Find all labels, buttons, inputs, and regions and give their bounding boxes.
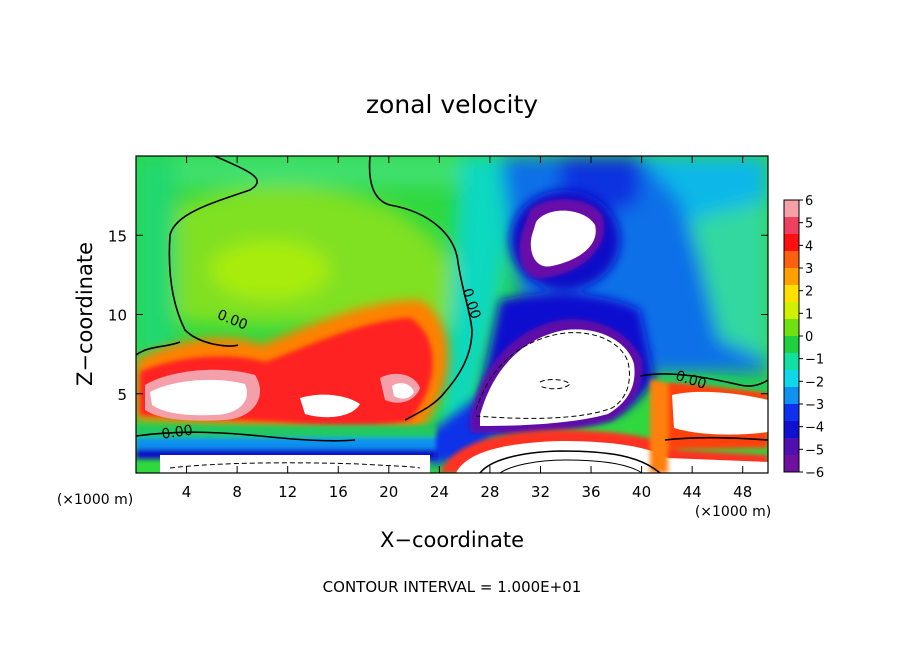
colorbar-tick-label: 3 <box>805 262 813 277</box>
colorbar-swatch <box>784 455 799 473</box>
contour-label: 0.00 <box>161 422 194 442</box>
colorbar-swatch <box>784 234 799 252</box>
colorbar-swatch <box>784 319 799 337</box>
colorbar-tick-label: −1 <box>805 353 824 368</box>
contour-interval-note: CONTOUR INTERVAL = 1.000E+01 <box>323 578 582 596</box>
x-tick-label: 44 <box>683 483 702 501</box>
colorbar-tick-label: 6 <box>805 194 813 209</box>
x-unit-left: (×1000 m) <box>57 492 133 508</box>
colorbar-swatch <box>784 268 799 286</box>
colorbar-swatch <box>784 285 799 303</box>
y-tick-label: 5 <box>117 386 127 404</box>
x-tick-label: 16 <box>329 483 348 501</box>
x-axis-ticks: 4 8 12 16 20 24 28 32 36 40 44 48 <box>182 156 752 501</box>
y-axis-ticks: 5 10 15 <box>108 227 768 404</box>
colorbar-swatch <box>784 387 799 405</box>
colorbar-tick-label: −4 <box>805 421 824 436</box>
colorbar-swatch <box>784 370 799 388</box>
colorbar-swatch <box>784 438 799 456</box>
x-tick-label: 40 <box>632 483 651 501</box>
colorbar-swatch <box>784 251 799 269</box>
y-tick-label: 10 <box>108 307 127 325</box>
x-tick-label: 24 <box>430 483 449 501</box>
colorbar-tick-label: 5 <box>805 217 813 232</box>
colorbar-tick-label: −5 <box>805 443 824 458</box>
x-tick-label: 48 <box>733 483 752 501</box>
x-tick-label: 28 <box>480 483 499 501</box>
colorbar-tick-label: 0 <box>805 330 813 345</box>
y-tick-label: 15 <box>108 227 127 245</box>
colorbar-ticks: 6 5 4 3 2 1 0 −1 −2 −3 −4 −5 −6 <box>799 194 824 481</box>
colorbar-tick-label: 4 <box>805 239 813 254</box>
colorbar-tick-label: −6 <box>805 466 824 481</box>
colorbar-swatch <box>784 421 799 439</box>
colorbar-tick-label: 1 <box>805 307 813 322</box>
x-tick-label: 32 <box>531 483 550 501</box>
colorbar-swatch <box>784 217 799 235</box>
contour-lines <box>136 156 768 473</box>
colorbar-swatch <box>784 353 799 371</box>
x-tick-label: 4 <box>182 483 192 501</box>
colorbar-swatch <box>784 200 799 218</box>
colorbar-swatch <box>784 404 799 422</box>
x-tick-label: 20 <box>379 483 398 501</box>
negative-contour-lines <box>169 332 630 469</box>
colorbar-swatch <box>784 336 799 354</box>
x-unit-right: (×1000 m) <box>695 504 771 520</box>
x-axis-label: X−coordinate <box>380 528 524 552</box>
x-tick-label: 36 <box>581 483 600 501</box>
chart-title: zonal velocity <box>366 90 538 119</box>
y-axis-label: Z−coordinate <box>73 242 97 386</box>
heatmap-field <box>136 156 768 473</box>
x-tick-label: 8 <box>232 483 242 501</box>
colorbar-tick-label: −2 <box>805 375 824 390</box>
x-tick-label: 12 <box>278 483 297 501</box>
colorbar-tick-label: −3 <box>805 398 824 413</box>
colorbar-swatch <box>784 302 799 320</box>
colorbar <box>783 199 800 473</box>
colorbar-tick-label: 2 <box>805 285 813 300</box>
